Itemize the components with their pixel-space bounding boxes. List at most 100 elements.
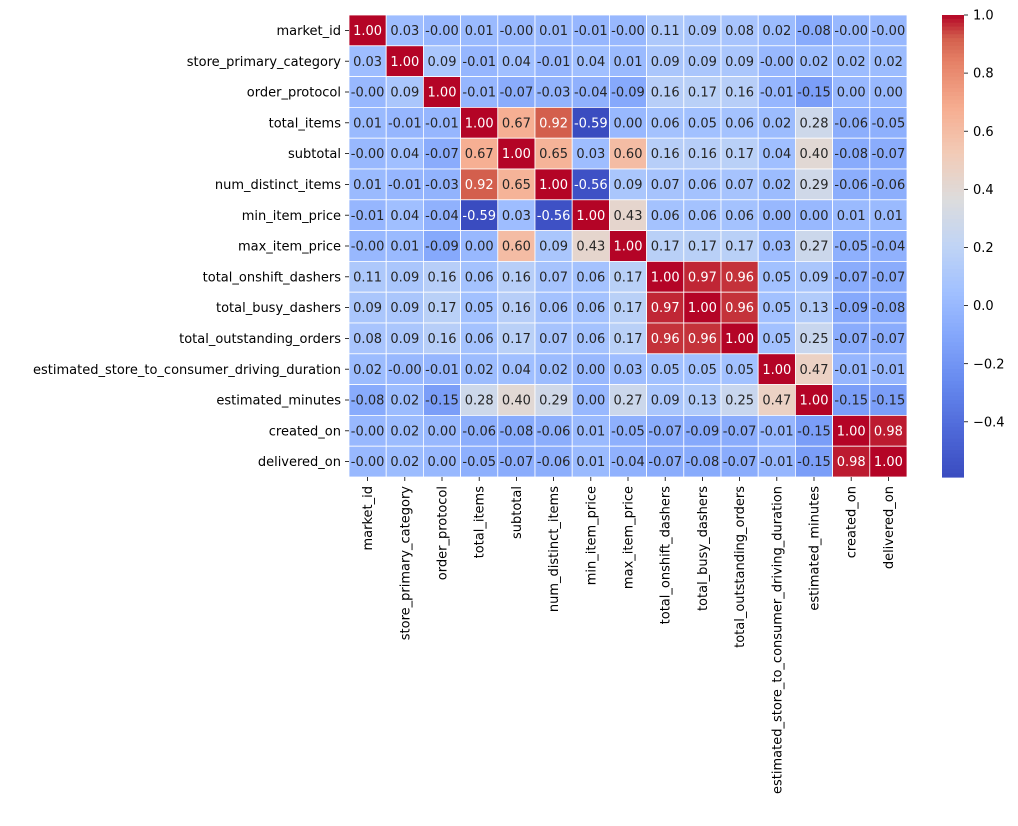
- colorbar-segment: [942, 346, 964, 351]
- cell-value-label: 0.47: [762, 394, 791, 409]
- heatmap-cell: [646, 445, 685, 478]
- cell-value-label: -0.06: [834, 116, 868, 131]
- y-tick-label: order_protocol: [247, 86, 341, 101]
- colorbar-segment: [942, 380, 964, 386]
- heatmap-cell: [571, 137, 610, 170]
- colorbar-segment: [942, 253, 964, 259]
- cell-value-label: -0.07: [872, 147, 906, 162]
- cell-value-label: 0.17: [502, 332, 531, 347]
- colorbar-segment: [942, 396, 964, 401]
- x-tick-label: order_protocol: [436, 486, 451, 580]
- heatmap-cell: [832, 168, 871, 201]
- cell-value-label: 0.00: [874, 86, 903, 101]
- x-tick-label: store_primary_category: [398, 486, 413, 641]
- colorbar: 1.0 0.8 0.6 0.4 0.2 0.0 −0.2 −0.4: [942, 9, 1005, 478]
- cell-value-label: -0.06: [537, 424, 571, 439]
- cell-value-label: 0.01: [353, 178, 382, 193]
- heatmap-cell: [609, 445, 648, 478]
- heatmap-cell: [757, 414, 796, 447]
- cell-value-label: -0.00: [351, 455, 385, 470]
- cell-value-label: -0.00: [351, 147, 385, 162]
- cell-value-label: 0.05: [725, 363, 754, 378]
- y-tick-label: total_outstanding_orders: [179, 332, 341, 347]
- heatmap-cell: [571, 199, 610, 232]
- cell-value-label: 0.01: [539, 24, 568, 39]
- x-tick-label: created_on: [845, 486, 860, 558]
- heatmap-cell: [795, 414, 834, 447]
- cell-value-label: -0.15: [834, 394, 868, 409]
- colorbar-segment: [942, 149, 964, 155]
- cell-value-label: 0.09: [688, 24, 717, 39]
- colorbar-segment: [942, 199, 964, 205]
- colorbar-segment: [942, 207, 964, 212]
- cell-value-label: -0.08: [872, 301, 906, 316]
- colorbar-segment: [942, 95, 964, 101]
- heatmap-cell: [385, 230, 424, 262]
- x-tick-label: min_item_price: [584, 486, 599, 585]
- x-tick-label: market_id: [361, 486, 376, 551]
- heatmap-cell: [609, 353, 648, 385]
- heatmap-cell: [348, 384, 387, 416]
- heatmap-cell: [571, 45, 610, 77]
- cell-value-label: -0.01: [388, 178, 422, 193]
- heatmap-cell: [757, 445, 796, 478]
- cell-value-label: 0.16: [725, 86, 754, 101]
- colorbar-segment: [942, 303, 964, 309]
- cell-value-label: 0.00: [428, 455, 457, 470]
- heatmap-cell: [422, 107, 461, 139]
- colorbar-segment: [942, 169, 964, 174]
- cell-value-label: -0.01: [760, 424, 794, 439]
- colorbar-segment: [942, 126, 964, 132]
- heatmap-cell: [757, 14, 796, 47]
- cell-value-label: 0.09: [390, 86, 419, 101]
- heatmap-cell: [795, 384, 834, 416]
- cell-value-label: 1.00: [874, 455, 903, 470]
- colorbar-segment: [942, 442, 964, 447]
- cell-value-label: 0.00: [576, 394, 605, 409]
- cell-value-label: 0.17: [725, 147, 754, 162]
- colorbar-segment: [942, 226, 964, 232]
- cell-value-label: 0.25: [800, 332, 829, 347]
- cell-value-label: -0.08: [351, 394, 385, 409]
- cell-value-label: 0.65: [502, 178, 531, 193]
- cell-value-label: -0.01: [388, 116, 422, 131]
- cell-value-label: 0.06: [651, 209, 680, 224]
- colorbar-segment: [942, 92, 964, 97]
- heatmap-cell: [683, 76, 722, 108]
- cell-value-label: 0.60: [614, 147, 643, 162]
- colorbar-segment: [942, 307, 964, 313]
- cell-value-label: 0.05: [651, 363, 680, 378]
- cell-value-label: 0.07: [651, 178, 680, 193]
- heatmap-cell: [460, 137, 499, 170]
- heatmap-cell: [571, 384, 610, 416]
- cell-value-label: 0.03: [502, 209, 531, 224]
- colorbar-segment: [942, 469, 964, 474]
- cell-value-label: 0.96: [725, 301, 754, 316]
- colorbar-tick-label: −0.2: [973, 357, 1005, 372]
- heatmap-cell: [869, 137, 908, 170]
- colorbar-segment: [942, 376, 964, 382]
- cell-value-label: 0.97: [651, 301, 680, 316]
- cell-value-label: 0.09: [428, 55, 457, 70]
- cell-value-label: 0.06: [725, 116, 754, 131]
- heatmap-cell: [571, 445, 610, 478]
- cell-value-label: 0.06: [465, 332, 494, 347]
- y-tick-label: total_items: [269, 116, 342, 131]
- cell-value-label: -0.00: [388, 363, 422, 378]
- colorbar-segment: [942, 38, 964, 43]
- cell-value-label: -0.00: [611, 24, 645, 39]
- cell-value-label: 0.16: [502, 270, 531, 285]
- y-tick-label: subtotal: [288, 147, 341, 162]
- colorbar-segment: [942, 122, 964, 128]
- colorbar-segment: [942, 342, 964, 347]
- cell-value-label: 0.13: [800, 301, 829, 316]
- colorbar-segment: [942, 111, 964, 116]
- heatmap-cell: [832, 137, 871, 170]
- cell-value-label: -0.04: [611, 455, 645, 470]
- colorbar-segment: [942, 365, 964, 370]
- colorbar-segment: [942, 284, 964, 289]
- cell-value-label: -0.00: [351, 240, 385, 255]
- x-tick-label: delivered_on: [882, 486, 897, 569]
- cell-value-label: 1.00: [837, 424, 866, 439]
